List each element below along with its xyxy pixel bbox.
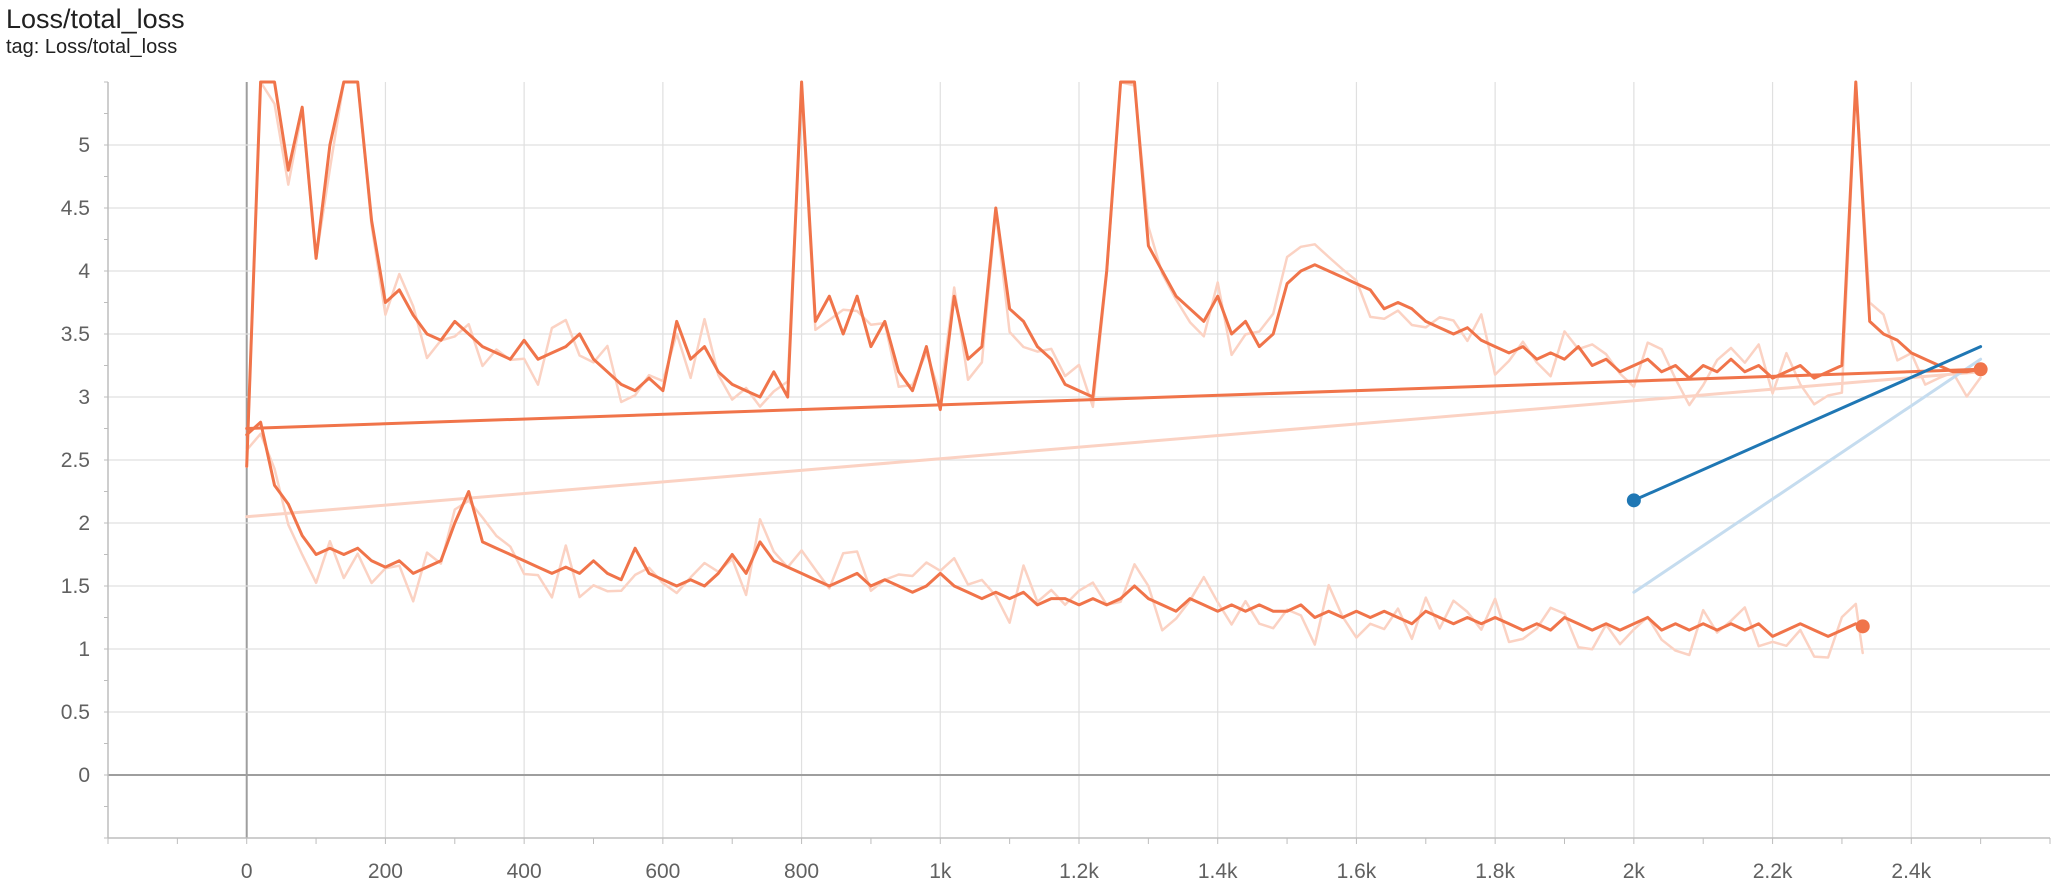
x-tick-label: 1.4k [1198, 860, 1238, 883]
y-tick-label: 1 [78, 638, 90, 661]
y-tick-label: 2 [78, 512, 90, 535]
y-tick-label: 0.5 [61, 701, 90, 724]
x-tick-label: 800 [784, 860, 819, 883]
x-tick-label: 200 [368, 860, 403, 883]
x-tick-label: 1k [929, 860, 952, 883]
raw-line-0 [245, 80, 1982, 469]
x-tick-label: 2.4k [1891, 860, 1931, 883]
series-line-2 [1632, 345, 1983, 502]
y-tick-label: 4 [78, 260, 90, 283]
series-end-dots [1626, 362, 1988, 634]
chart-tag: tag: Loss/total_loss [6, 36, 178, 58]
series-line-1 [245, 420, 1865, 638]
y-tick-label: 0 [78, 764, 90, 787]
smoothed-series-layer [245, 80, 1983, 638]
x-tick-label: 400 [507, 860, 542, 883]
series-dot-1 [1855, 619, 1870, 634]
connector-line [245, 370, 1983, 519]
x-tick-label: 2k [1623, 860, 1646, 883]
series-dot-2 [1626, 493, 1641, 508]
x-tick-label: 1.8k [1475, 860, 1515, 883]
raw-line-2 [1632, 357, 1983, 594]
grid-lines [108, 82, 2050, 838]
tick-labels: 0 200 400 600 800 1k 1.2k 1.4k 1.6k 1.8k 2k 2.2k 2.4… [61, 134, 1932, 883]
chart-title: Loss/total_loss [6, 4, 185, 34]
series-line-0 [245, 80, 1983, 468]
y-tick-label: 4.5 [61, 197, 90, 220]
axes [104, 81, 2051, 844]
x-tick-label: 0 [241, 860, 253, 883]
x-tick-label: 1.2k [1059, 860, 1099, 883]
y-tick-label: 3.5 [61, 323, 90, 346]
y-tick-label: 2.5 [61, 449, 90, 472]
y-tick-label: 5 [78, 134, 90, 157]
y-tick-label: 3 [78, 386, 90, 409]
connector-line [245, 367, 1983, 430]
x-tick-label: 2.2k [1753, 860, 1793, 883]
y-tick-label: 1.5 [61, 575, 90, 598]
x-tick-label: 1.6k [1337, 860, 1377, 883]
series-dot-0 [1973, 362, 1988, 377]
x-tick-label: 600 [645, 860, 680, 883]
